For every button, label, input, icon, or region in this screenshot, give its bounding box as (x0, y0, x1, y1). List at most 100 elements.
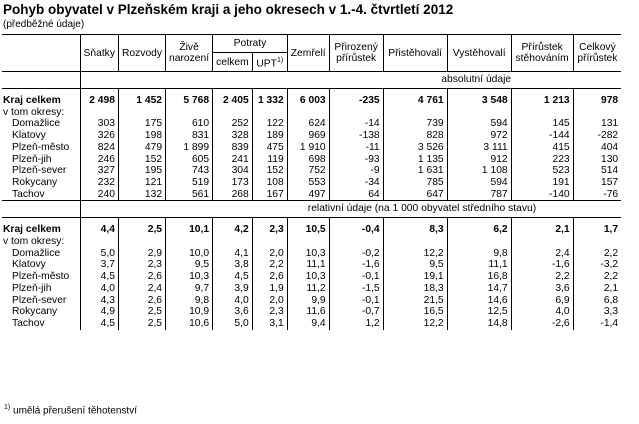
table-cell (212, 106, 253, 119)
table-cell: 122 (251, 118, 288, 131)
table-cell: 698 (286, 153, 330, 166)
spacer-cell (79, 217, 119, 225)
header-pristehovali: Přistěhovalí (382, 34, 448, 72)
table-cell: 4,2 (212, 224, 253, 237)
table-cell: 64 (328, 188, 384, 201)
table-cell: -76 (572, 188, 622, 201)
table-cell (572, 106, 622, 119)
table-cell: 3 548 (446, 95, 512, 107)
table-cell (286, 236, 330, 248)
table-cell: 5,0 (79, 247, 119, 260)
table-cell (286, 106, 330, 119)
table-cell: 4,4 (79, 224, 119, 237)
table-row: Klatovy 326 198 831 328 189 969 -138 828 972 -144-… (2, 130, 622, 142)
table-cell: 1 631 (382, 165, 448, 177)
spacer-cell (117, 217, 166, 225)
table-cell (251, 106, 288, 119)
spacer-cell (328, 88, 384, 95)
table-row: Domažlice 303 175 610 252 122 624 -14 739 594 145 1… (2, 118, 622, 131)
table-cell: 10,3 (286, 247, 330, 260)
table-cell (382, 236, 448, 248)
table-cell: 119 (251, 153, 288, 166)
row-label: Klatovy (12, 259, 46, 271)
table-cell: -138 (328, 130, 384, 142)
header-potraty-celkem: celkem (212, 52, 253, 72)
table-cell (446, 106, 512, 119)
table-cell: 1,9 (251, 282, 288, 295)
table-cell: 2,6 (117, 271, 166, 283)
table-cell: -0,7 (328, 306, 384, 318)
table-cell: 6 003 (286, 95, 330, 107)
table-cell: 4,0 (510, 306, 574, 318)
row-label: Klatovy (12, 130, 46, 142)
table-cell: 2,2 (510, 271, 574, 283)
header-zemreli: Zemřelí (286, 34, 330, 72)
spacer-cell (572, 88, 622, 95)
table-cell: 9,4 (286, 317, 330, 330)
header-celkovy-prirustek: Celkový přírůstek (572, 34, 622, 72)
table-cell: 6,9 (510, 294, 574, 307)
table-cell: 241 (212, 153, 253, 166)
table-cell: 19,1 (382, 271, 448, 283)
table-cell: 1,7 (572, 224, 622, 237)
table-cell: 912 (446, 153, 512, 166)
table-cell: 12,5 (446, 306, 512, 318)
table-cell: 9,8 (165, 294, 213, 307)
table-cell: 3,8 (212, 259, 253, 272)
table-cell: 2,3 (251, 224, 288, 237)
table-cell: 1 899 (165, 141, 213, 154)
table-cell (510, 106, 574, 119)
table-cell: -0,4 (328, 224, 384, 237)
table-cell: -2,6 (510, 317, 574, 330)
table-cell: 2,6 (117, 294, 166, 307)
table-cell: 415 (510, 141, 574, 154)
table-cell: 2,1 (572, 282, 622, 295)
table-cell: 969 (286, 130, 330, 142)
table-cell: 14,6 (446, 294, 512, 307)
table-cell (572, 236, 622, 248)
table-cell (117, 106, 166, 119)
table-cell: 198 (117, 130, 166, 142)
table-cell (446, 236, 512, 248)
table-cell: 8,3 (382, 224, 448, 237)
table-cell: 152 (251, 165, 288, 177)
page-subtitle: (předběžné údaje) (3, 19, 85, 30)
table-cell: 9,9 (286, 294, 330, 307)
table-cell: 121 (117, 176, 166, 189)
table-cell: 9,5 (165, 259, 213, 272)
table-cell: 189 (251, 130, 288, 142)
page-title: Pohyb obyvatel v Plzeňském kraji a jeho … (3, 2, 454, 17)
table-row: Rokycany 232 121 519 173 108 553 -34 785 594 191 15… (2, 176, 622, 189)
table-cell: -0,1 (328, 294, 384, 307)
table-cell: 152 (117, 153, 166, 166)
header-blank (2, 34, 81, 72)
table-cell: 145 (510, 118, 574, 131)
table-cell (165, 236, 213, 248)
table-cell: 839 (212, 141, 253, 154)
row-label: Plzeň-sever (12, 165, 67, 177)
table-cell: 2 405 (212, 95, 253, 107)
table-cell: 4,5 (212, 271, 253, 283)
table-row: Plzeň-jih 4,0 2,4 9,7 3,9 1,9 11,2 -1,5 18,3 14,7… (2, 282, 622, 295)
table-cell: 787 (446, 188, 512, 201)
table-cell: 303 (79, 118, 119, 131)
spacer-cell (446, 88, 512, 95)
table-cell: 404 (572, 141, 622, 154)
table-cell: 3 111 (446, 141, 512, 154)
table-cell: 828 (382, 130, 448, 142)
spacer-cell (251, 88, 288, 95)
spacer-cell (165, 88, 213, 95)
row-label: Rokycany (12, 176, 58, 188)
spacer-cell (286, 217, 330, 225)
table-cell: 2,3 (251, 306, 288, 318)
table-cell: 232 (79, 176, 119, 189)
table-cell: 978 (572, 95, 622, 107)
table-cell (117, 236, 166, 248)
table-cell: -144 (510, 130, 574, 142)
table-cell: 752 (286, 165, 330, 177)
table-cell: 1 910 (286, 141, 330, 154)
table-row: Kraj celkem 2 498 1 452 5 768 2 405 1 332 6 00… (2, 95, 622, 107)
table-cell: -0,1 (328, 271, 384, 283)
table-cell: 2,0 (251, 294, 288, 307)
header-zive-narozeni: Živě narození (165, 34, 214, 72)
